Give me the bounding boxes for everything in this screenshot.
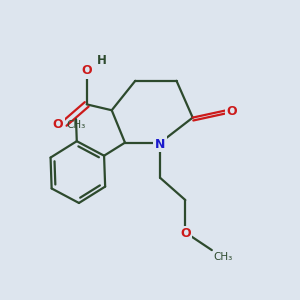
Text: O: O — [53, 118, 63, 131]
Text: O: O — [180, 227, 190, 240]
Text: N: N — [155, 138, 166, 151]
Text: O: O — [81, 64, 92, 77]
Text: H: H — [97, 54, 107, 67]
Text: CH₃: CH₃ — [66, 120, 85, 130]
Text: CH₃: CH₃ — [213, 252, 232, 262]
Text: O: O — [226, 105, 237, 118]
